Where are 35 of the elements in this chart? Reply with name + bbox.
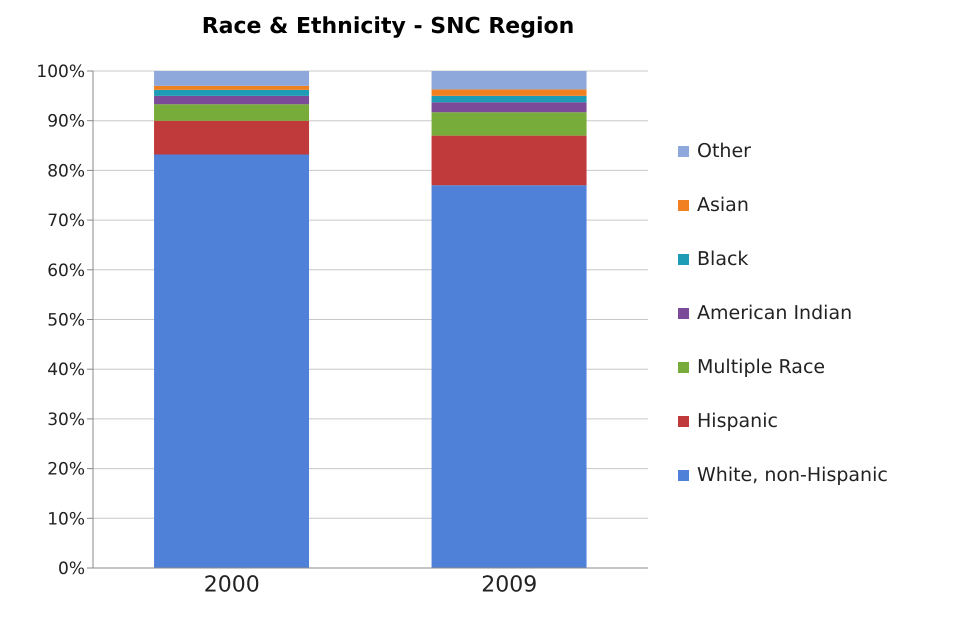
bar: [154, 90, 310, 96]
y-tick-label: 0%: [58, 559, 85, 580]
y-tick-label: 70%: [47, 211, 85, 232]
bar: [432, 112, 587, 136]
y-tick-label: 80%: [47, 161, 85, 182]
bar: [154, 104, 310, 121]
bar: [432, 71, 587, 90]
x-tick-label: 2000: [204, 572, 260, 598]
y-tick-label: 20%: [47, 460, 85, 480]
y-tick-label: 40%: [47, 360, 85, 380]
bar: [432, 96, 587, 102]
bar: [432, 89, 587, 96]
bar: [154, 120, 310, 154]
bar: [154, 71, 310, 86]
x-tick-label: 2009: [481, 572, 538, 598]
bar: [432, 185, 587, 568]
chart-title: Race & Ethnicity - SNC Region: [200, 14, 576, 39]
legend-label: American Indian: [697, 302, 852, 324]
legend-label: Black: [697, 248, 748, 270]
bar: [154, 86, 310, 90]
bar: [432, 136, 587, 186]
legend-label: Hispanic: [697, 410, 778, 432]
bar: [154, 154, 310, 568]
bar: [432, 102, 587, 112]
y-tick-label: 10%: [47, 509, 85, 530]
legend-label: White, non-Hispanic: [697, 464, 888, 486]
legend-label: Asian: [697, 194, 749, 216]
bar: [154, 96, 310, 104]
legend-label: Multiple Race: [697, 356, 826, 378]
y-tick-label: 30%: [47, 410, 85, 430]
y-tick-label: 60%: [47, 260, 85, 281]
y-tick-label: 50%: [47, 310, 85, 331]
y-tick-label: 100%: [36, 62, 85, 82]
y-tick-label: 90%: [47, 112, 85, 132]
legend-label: Other: [697, 140, 751, 162]
